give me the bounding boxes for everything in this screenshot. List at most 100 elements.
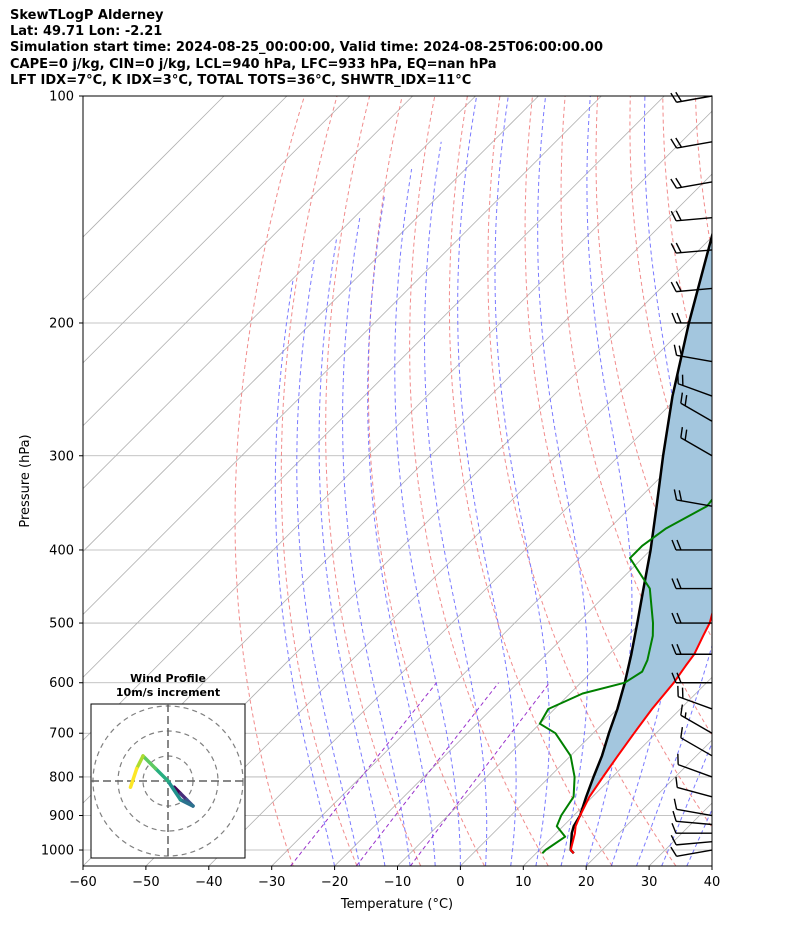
wind-barb [670,91,713,103]
barb-staff [676,354,713,363]
mixing-ratio-line [355,682,499,866]
barb-staff [676,849,713,857]
barb-staff [680,402,713,422]
y-tick-label: 100 [49,90,74,105]
barb-flag [675,137,683,148]
dry-adiabat [280,96,358,866]
dry-adiabat [409,96,549,866]
wind-barb [670,137,713,149]
wind-barb [677,685,713,710]
barb-flag [670,138,678,149]
moist-adiabat [661,741,712,866]
barb-flag [678,490,683,501]
dewpoint-line [538,498,712,855]
hodograph-segment [153,766,170,783]
isotherm [83,96,602,615]
wind-barb [670,834,713,846]
x-tick-label: −30 [258,875,285,890]
wind-barb [680,392,713,422]
barb-flag [675,91,683,102]
moist-adiabat [494,96,550,866]
barb-staff [676,808,713,817]
barb-staff [680,714,713,734]
x-tick-label: 30 [641,875,658,890]
hodograph-segment [178,798,195,808]
wind-barb [673,344,713,363]
barb-flag [670,210,677,222]
isotherm [83,96,665,678]
wind-barb [670,210,713,222]
barb-staff [676,181,713,189]
y-tick-label: 600 [49,676,74,691]
barb-staff [676,141,713,149]
barb-flag [670,281,677,292]
barb-staff [680,737,713,757]
isotherm [711,865,712,866]
x-tick-label: 20 [578,875,595,890]
wind-barb [680,704,713,734]
moist-adiabat [423,141,488,866]
barb-flag [675,210,682,221]
mixing-ratio-line [290,682,437,866]
barb-flag [670,834,677,846]
dry-adiabat [694,96,712,255]
wind-barb [680,427,713,457]
wind-barb [677,372,713,397]
barb-flag [670,92,678,103]
title-line-1: SkewTLogP Alderney [10,8,164,23]
wind-barb [671,612,712,624]
dry-adiabat [524,96,712,829]
y-tick-label: 500 [49,617,74,632]
isotherm [83,96,225,238]
x-tick-label: 10 [515,875,532,890]
moist-adiabat [318,239,386,866]
isotherm [271,425,712,866]
dry-adiabat [761,96,794,866]
hodograph-segment [141,754,158,771]
barb-staff [676,820,713,826]
barb-flag [684,429,688,441]
hodograph-subtitle: 10m/s increment [116,686,220,699]
barb-flag [671,672,677,684]
isotherm [83,110,712,741]
barb-flag [680,704,684,716]
barb-flag [675,776,678,788]
dry-adiabat [325,96,422,866]
barb-flag [680,392,684,404]
barb-staff [677,786,713,798]
mixing-ratio-line [409,682,550,866]
barb-flag [675,281,682,292]
y-tick-label: 800 [49,770,74,785]
axes: −60 −50 −40 −30 −20 −10 0 10 20 30 40 100 200 300 400 5… [41,90,720,891]
barb-flag [670,243,677,254]
barb-flag [676,578,682,589]
barb-flag [671,539,677,551]
title-line-3: Simulation start time: 2024-08-25_00:00:… [10,40,603,55]
wind-barb [670,281,713,293]
y-tick-label: 300 [49,449,74,464]
hodograph-segment [135,754,145,771]
moist-adiabat [585,96,633,866]
wind-barb [670,846,713,857]
barb-flag [675,242,682,253]
isotherm [83,96,351,364]
y-tick-label: 400 [49,543,74,558]
wind-barb [673,489,713,507]
barb-flag [676,672,682,684]
barb-staff [677,695,713,710]
moist-adiabat [367,194,436,866]
moist-adiabat [394,169,461,866]
wind-barb [671,672,712,684]
title-line-5: LFT IDX=7°C, K IDX=3°C, TOTAL TOTS=36°C,… [10,73,472,88]
moist-adiabat [636,643,712,866]
x-tick-label: −40 [195,875,222,890]
hodograph-segment [166,779,183,802]
barb-flag [670,178,678,189]
barb-flag [676,612,682,624]
isotherm [334,488,712,866]
moist-adiabat [457,96,517,866]
barb-flag [676,539,682,551]
wind-barb [671,312,712,324]
moist-adiabat [274,279,336,866]
